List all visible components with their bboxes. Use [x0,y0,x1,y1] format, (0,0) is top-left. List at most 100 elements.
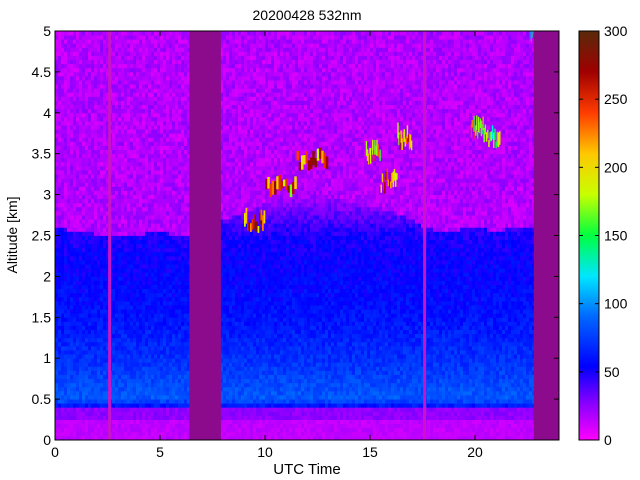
heatmap-cell [79,231,83,236]
heatmap-cell [133,125,137,130]
heatmap-cell [88,395,92,400]
heatmap-cell [133,43,137,48]
heatmap-cell [142,170,146,175]
heatmap-cell [88,272,92,277]
heatmap-cell [124,407,128,412]
heatmap-cell [124,120,128,126]
heatmap-cell [163,43,167,48]
heatmap-cell [163,157,167,163]
heatmap-cell [118,280,122,285]
heatmap-cell [232,108,236,114]
heatmap-cell [160,427,164,433]
heatmap-cell [58,251,62,257]
heatmap-cell [112,120,116,126]
heatmap-cell [178,133,182,138]
heatmap-cell [91,88,95,93]
heatmap-cell [58,198,62,204]
heatmap-cell [145,174,149,179]
heatmap-cell [79,174,83,179]
heatmap-cell [79,157,83,163]
heatmap-cell [136,161,140,167]
heatmap-cell [178,251,182,257]
heatmap-cell [232,116,236,122]
heatmap-cell [64,427,68,433]
heatmap-cell [187,423,191,429]
heatmap-cell [118,284,122,290]
heatmap-cell [103,43,107,48]
heatmap-cell [148,292,152,298]
heatmap-cell [220,305,224,310]
heatmap-cell [91,71,95,77]
heatmap-cell [157,100,161,106]
heatmap-cell [166,305,170,310]
heatmap-cell [121,366,125,371]
heatmap-cell [82,329,86,335]
heatmap-cell [163,137,167,142]
heatmap-cell [70,243,74,249]
heatmap-cell [187,80,191,85]
heatmap-cell [133,251,137,257]
heatmap-cell [100,251,104,257]
heatmap-cell [118,165,122,171]
heatmap-cell [85,260,89,265]
heatmap-cell [121,84,125,89]
heatmap-cell [175,194,179,200]
heatmap-cell [76,161,80,167]
heatmap-cell [97,59,101,65]
heatmap-cell [223,161,227,167]
heatmap-cell [127,350,131,355]
heatmap-cell [223,382,227,388]
heatmap-cell [127,55,131,61]
heatmap-cell [103,202,107,208]
heatmap-cell [64,31,68,36]
heatmap-cell [130,92,134,97]
heatmap-cell [73,88,77,93]
heatmap-cell [136,165,140,171]
heatmap-cell [76,170,80,175]
heatmap-cell [79,390,83,396]
heatmap-cell [64,198,68,204]
heatmap-cell [94,407,98,412]
heatmap-cell [91,63,95,69]
heatmap-cell [70,137,74,142]
heatmap-cell [184,31,188,36]
heatmap-cell [127,435,131,440]
heatmap-cell [130,125,134,130]
heatmap-cell [100,35,104,40]
heatmap-cell [133,47,137,52]
heatmap-cell [181,317,185,322]
heatmap-cell [148,198,152,204]
heatmap-cell [133,198,137,204]
heatmap-cell [148,419,152,425]
heatmap-cell [79,305,83,310]
heatmap-cell [76,345,80,351]
heatmap-cell [232,202,236,208]
heatmap-cell [106,395,110,400]
heatmap-cell [136,354,140,359]
heatmap-cell [124,427,128,433]
heatmap-cell [178,84,182,89]
heatmap-cell [73,31,77,36]
heatmap-cell [94,47,98,52]
heatmap-cell [148,415,152,420]
heatmap-cell [187,251,191,257]
heatmap-cell [226,112,230,118]
heatmap-cell [76,100,80,106]
heatmap-cell [97,305,101,310]
heatmap-cell [118,272,122,277]
heatmap-cell [58,153,62,159]
heatmap-cell [64,370,68,375]
heatmap-cell [223,71,227,77]
heatmap-cell [181,260,185,265]
heatmap-cell [151,47,155,52]
heatmap-cell [112,255,116,261]
heatmap-cell [142,403,146,408]
heatmap-cell [184,321,188,326]
heatmap-cell [94,133,98,138]
heatmap-cell [76,239,80,245]
heatmap-cell [229,321,233,326]
heatmap-cell [166,108,170,114]
heatmap-cell [154,427,158,433]
heatmap-cell [85,411,89,416]
heatmap-cell [232,313,236,318]
